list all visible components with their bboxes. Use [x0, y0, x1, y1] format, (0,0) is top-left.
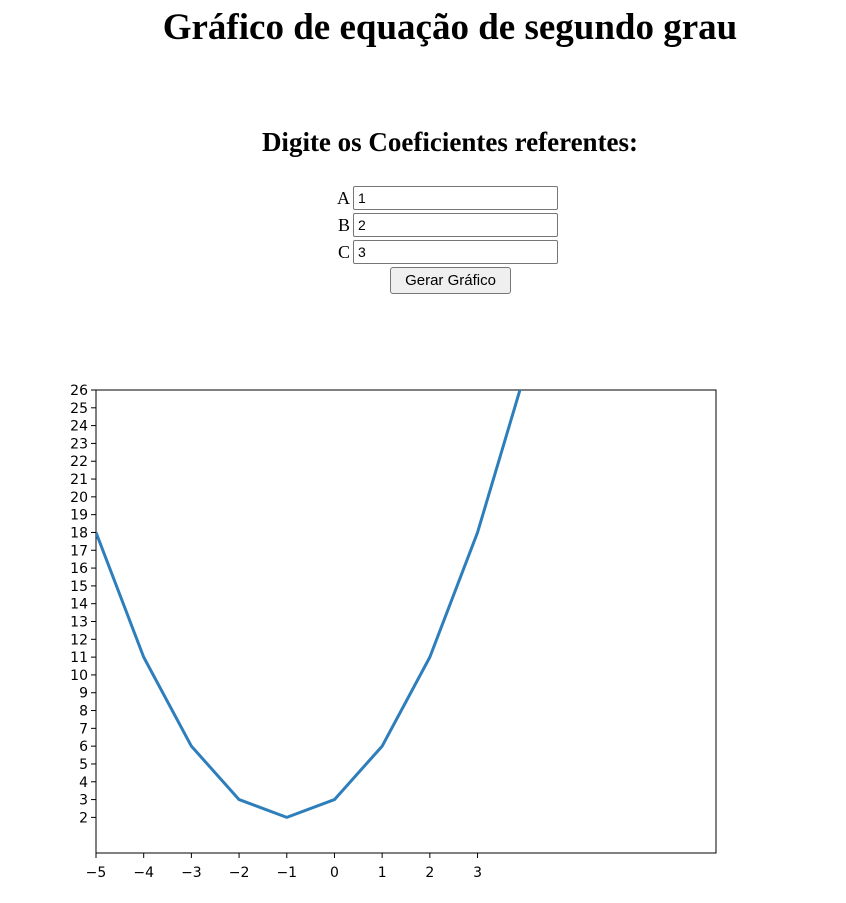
- coefficient-b-label: B: [337, 214, 350, 235]
- y-tick-label: 16: [70, 561, 88, 577]
- coefficient-a-row: A: [320, 185, 558, 211]
- x-tick-label: −5: [86, 865, 107, 881]
- y-tick-label: 23: [70, 436, 88, 452]
- coefficient-b-row: B: [320, 212, 558, 238]
- y-tick-label: 24: [70, 419, 88, 435]
- x-tick-label: −2: [229, 865, 250, 881]
- y-tick-label: 8: [79, 704, 88, 720]
- x-tick-label: −4: [133, 865, 154, 881]
- x-tick-label: −3: [181, 865, 202, 881]
- y-tick-label: 26: [70, 383, 88, 399]
- y-tick-label: 10: [70, 668, 88, 684]
- y-tick-label: 19: [70, 508, 88, 524]
- generate-chart-button[interactable]: Gerar Gráfico: [390, 267, 511, 294]
- coefficient-a-input[interactable]: [353, 186, 558, 210]
- y-tick-label: 7: [79, 721, 88, 737]
- y-tick-label: 15: [70, 579, 88, 595]
- coefficient-c-row: C: [320, 239, 558, 265]
- page-title: Gráfico de equação de segundo grau: [162, 7, 738, 48]
- y-tick-label: 18: [70, 525, 88, 541]
- y-tick-label: 22: [70, 454, 88, 470]
- x-tick-label: 3: [473, 865, 482, 881]
- y-tick-label: 5: [79, 757, 88, 773]
- y-tick-label: 20: [70, 490, 88, 506]
- x-tick-label: 0: [330, 865, 339, 881]
- coefficients-heading: Digite os Coeficientes referentes:: [261, 127, 639, 157]
- y-tick-label: 17: [70, 543, 88, 559]
- coefficient-c-input[interactable]: [353, 240, 558, 264]
- y-tick-label: 4: [79, 775, 88, 791]
- coefficient-a-label: A: [337, 187, 350, 208]
- y-tick-label: 12: [70, 632, 88, 648]
- plot-frame: [95, 389, 717, 854]
- x-tick-label: 2: [425, 865, 434, 881]
- x-tick-label: 1: [378, 865, 387, 881]
- y-tick-label: 14: [70, 597, 88, 613]
- x-tick-label: −1: [276, 865, 297, 881]
- y-tick-label: 21: [70, 472, 88, 488]
- y-tick-label: 13: [70, 615, 88, 631]
- coefficient-c-label: C: [337, 241, 350, 262]
- y-tick-label: 11: [70, 650, 88, 666]
- y-tick-label: 3: [79, 793, 88, 809]
- y-tick-label: 2: [79, 810, 88, 826]
- coefficient-b-input[interactable]: [353, 213, 558, 237]
- series-line-0: [96, 390, 522, 819]
- y-tick-label: 6: [79, 739, 88, 755]
- y-tick-label: 9: [79, 686, 88, 702]
- y-tick-label: 25: [70, 401, 88, 417]
